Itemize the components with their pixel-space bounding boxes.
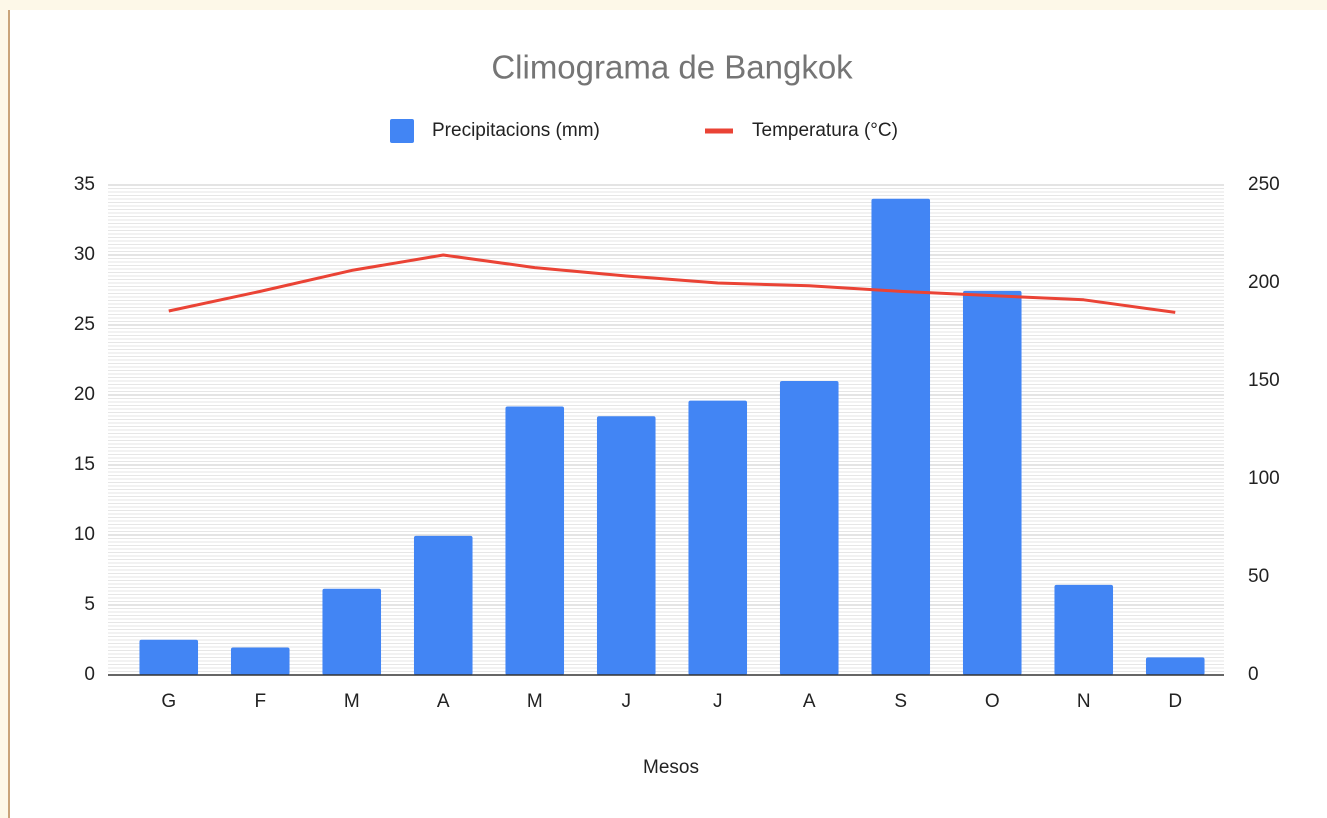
y2-tick-label: 0 — [1248, 664, 1259, 685]
bar — [779, 381, 839, 675]
x-tick-label: M — [344, 691, 360, 712]
y-tick-label: 20 — [74, 384, 95, 405]
bar — [688, 400, 748, 675]
y2-tick-label: 50 — [1248, 566, 1269, 587]
x-tick-label: S — [894, 691, 907, 712]
bar — [322, 588, 382, 675]
legend-swatch — [390, 119, 414, 143]
x-tick-label: D — [1168, 691, 1182, 712]
y-tick-label: 15 — [74, 454, 95, 475]
x-tick-label: M — [527, 691, 543, 712]
bar — [413, 535, 473, 675]
chart-background — [10, 10, 1327, 818]
y-tick-label: 0 — [84, 664, 95, 685]
bar — [962, 290, 1022, 675]
legend-label: Temperatura (°C) — [752, 120, 898, 141]
x-tick-label: O — [985, 691, 1000, 712]
chart-title: Climograma de Bangkok — [491, 49, 853, 86]
y2-tick-label: 200 — [1248, 272, 1280, 293]
y-tick-label: 10 — [74, 524, 95, 545]
x-tick-label: A — [437, 691, 450, 712]
x-tick-label: N — [1077, 691, 1091, 712]
bar — [139, 639, 199, 675]
y2-tick-label: 100 — [1248, 468, 1280, 489]
bar — [505, 406, 565, 675]
x-tick-label: G — [161, 691, 176, 712]
y-tick-label: 5 — [84, 594, 95, 615]
y-tick-label: 25 — [74, 314, 95, 335]
y2-tick-label: 250 — [1248, 174, 1280, 195]
bar — [871, 198, 931, 675]
y-tick-label: 30 — [74, 244, 95, 265]
bar — [1054, 584, 1114, 675]
bar — [230, 647, 290, 675]
legend-label: Precipitacions (mm) — [432, 120, 600, 141]
x-tick-label: J — [622, 691, 632, 712]
y-tick-label: 35 — [74, 174, 95, 195]
x-tick-label: J — [713, 691, 723, 712]
bar — [1145, 657, 1205, 675]
line — [168, 253, 1176, 314]
x-axis-title: Mesos — [643, 757, 699, 778]
y2-tick-label: 150 — [1248, 370, 1280, 391]
x-tick-label: A — [803, 691, 816, 712]
bar — [596, 416, 656, 675]
x-tick-label: F — [254, 691, 266, 712]
